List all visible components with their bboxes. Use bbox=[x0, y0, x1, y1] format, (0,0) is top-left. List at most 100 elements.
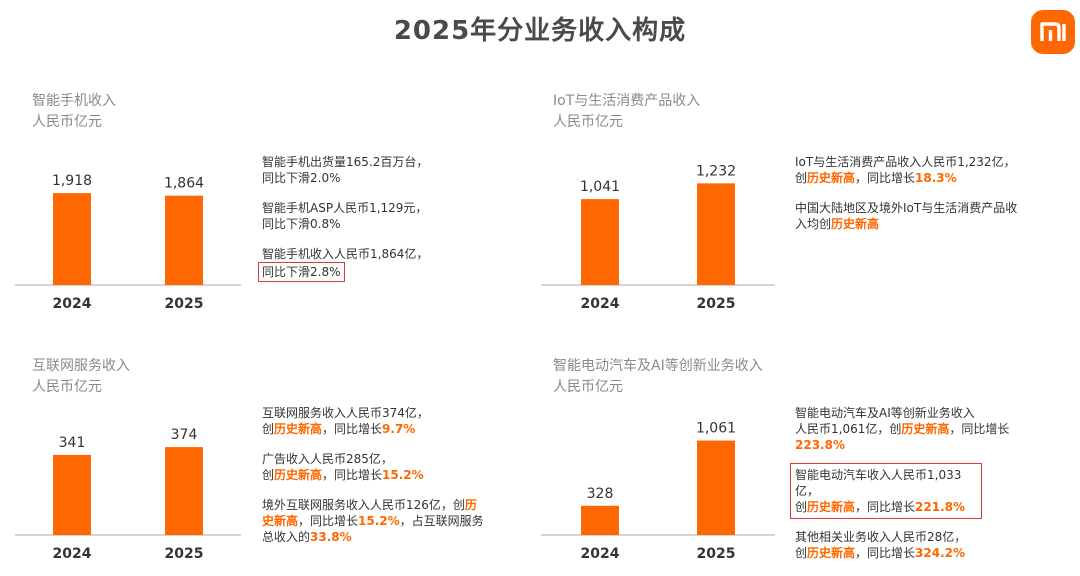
x-tick-label: 2025 bbox=[165, 546, 204, 562]
iot-panel-title: IoT与生活消费产品收入 人民币亿元 bbox=[553, 91, 700, 133]
text: ，同比增长 bbox=[322, 468, 383, 482]
internet-panel-title: 互联网服务收入 人民币亿元 bbox=[32, 356, 130, 398]
bullet-line: 其他相关业务收入人民币28亿， bbox=[795, 530, 967, 544]
data-label: 374 bbox=[171, 427, 198, 443]
data-label: 1,041 bbox=[580, 179, 620, 195]
bullet-line: 同比下滑0.8% bbox=[262, 217, 341, 231]
ev-title: 智能电动汽车及AI等创新业务收入 bbox=[553, 358, 763, 374]
growth-value: 223.8% bbox=[795, 438, 845, 452]
text: 创 bbox=[795, 171, 808, 185]
bar-2024 bbox=[53, 193, 91, 285]
internet-chart: 341 2024 374 2025 bbox=[15, 427, 241, 562]
text: 总收入的 bbox=[262, 530, 311, 544]
page-title: 2025年分业务收入构成 bbox=[393, 16, 687, 46]
bullet-line: 中国大陆地区及境外IoT与生活消费产品收 bbox=[795, 201, 1018, 215]
ev-unit: 人民币亿元 bbox=[553, 379, 623, 395]
data-label: 1,232 bbox=[696, 163, 736, 179]
iot-unit: 人民币亿元 bbox=[553, 114, 623, 130]
growth-value: 9.7% bbox=[382, 422, 416, 436]
record-high-text: 历史新高 bbox=[274, 468, 323, 482]
iot-chart: 1,041 2024 1,232 2025 bbox=[541, 163, 775, 312]
record-high-text: 史新高 bbox=[262, 514, 299, 528]
internet-bullet-revenue: 互联网服务收入人民币374亿， 创历史新高，同比增长9.7% bbox=[262, 405, 532, 437]
bullet-line: 智能手机出货量165.2百万台， bbox=[262, 155, 429, 169]
smartphone-bullet-revenue: 智能手机收入人民币1,864亿， 同比下滑2.8% bbox=[258, 246, 512, 282]
x-tick-label: 2025 bbox=[165, 296, 204, 312]
ev-bullet-ev-highlight-box: 智能电动汽车收入人民币1,033亿， 创历史新高，同比增长221.8% bbox=[790, 463, 982, 519]
iot-bullet-revenue: IoT与生活消费产品收入人民币1,232亿， 创历史新高，同比增长18.3% bbox=[795, 154, 1055, 186]
bar-2024 bbox=[581, 199, 619, 285]
growth-value: 324.2% bbox=[915, 546, 966, 560]
growth-value: 15.2% bbox=[382, 468, 424, 482]
text: 入均创 bbox=[795, 217, 832, 231]
bullet-line: 入均创历史新高 bbox=[795, 216, 1055, 232]
mi-logo-icon bbox=[1031, 10, 1075, 54]
data-label: 328 bbox=[587, 486, 614, 502]
bullet-line: 创历史新高，同比增长15.2% bbox=[262, 467, 532, 483]
internet-bullets: 互联网服务收入人民币374亿， 创历史新高，同比增长9.7% 广告收入人民币28… bbox=[262, 405, 532, 559]
share-value: 33.8% bbox=[310, 530, 352, 544]
bar-2024 bbox=[53, 454, 91, 535]
bullet-line: 创历史新高，同比增长18.3% bbox=[795, 170, 1055, 186]
bullet-line: 人民币1,061亿，创历史新高，同比增长 bbox=[795, 421, 1065, 437]
ev-chart: 328 2024 1,061 2025 bbox=[541, 421, 775, 562]
text: 创 bbox=[795, 500, 808, 514]
bullet-line: 智能手机收入人民币1,864亿， bbox=[262, 247, 429, 261]
bar-2025 bbox=[165, 447, 203, 535]
text: 创 bbox=[262, 422, 275, 436]
text: ，同比增长 bbox=[298, 514, 359, 528]
ev-bullet-other: 其他相关业务收入人民币28亿， 创历史新高，同比增长324.2% bbox=[795, 529, 1065, 561]
record-high-text: 历史新高 bbox=[901, 422, 950, 436]
text: ，同比增长 bbox=[322, 422, 383, 436]
bullet-line: 智能手机ASP人民币1,129元， bbox=[262, 201, 428, 215]
record-high-text: 历史新高 bbox=[831, 217, 880, 231]
growth-value: 221.8% bbox=[915, 500, 966, 514]
smartphone-bullets: 智能手机出货量165.2百万台， 同比下滑2.0% 智能手机ASP人民币1,12… bbox=[258, 154, 512, 296]
bullet-line: 223.8% bbox=[795, 437, 1065, 453]
smartphone-chart: 1,918 2024 1,864 2025 bbox=[15, 173, 241, 312]
record-high-text: 历史新高 bbox=[274, 422, 323, 436]
bullet-line: IoT与生活消费产品收入人民币1,232亿， bbox=[795, 155, 1016, 169]
bullet-line: 智能电动汽车收入人民币1,033亿， bbox=[795, 468, 962, 498]
smartphone-unit: 人民币亿元 bbox=[32, 114, 102, 130]
text: 人民币1,061亿，创 bbox=[795, 422, 902, 436]
smartphone-title: 智能手机收入 bbox=[32, 93, 116, 109]
x-tick-label: 2024 bbox=[53, 546, 92, 562]
bullet-line: 同比下滑2.0% bbox=[262, 171, 341, 185]
bullet-line: 境外互联网服务收入人民币126亿，创历 bbox=[262, 497, 532, 513]
bullet-line: 创历史新高，同比增长9.7% bbox=[262, 421, 532, 437]
iot-title: IoT与生活消费产品收入 bbox=[553, 93, 701, 109]
text: ，同比增长 bbox=[855, 500, 916, 514]
smartphone-bullet-shipments: 智能手机出货量165.2百万台， 同比下滑2.0% bbox=[262, 154, 512, 186]
ev-bullet-innovation: 智能电动汽车及AI等创新业务收入 人民币1,061亿，创历史新高，同比增长 22… bbox=[795, 405, 1065, 453]
record-high-text: 历史新高 bbox=[807, 500, 856, 514]
internet-title: 互联网服务收入 bbox=[32, 358, 130, 374]
data-label: 1,061 bbox=[696, 421, 736, 437]
ev-panel-title: 智能电动汽车及AI等创新业务收入 人民币亿元 bbox=[553, 356, 763, 398]
data-label: 341 bbox=[59, 435, 86, 451]
bullet-line: 广告收入人民币285亿， bbox=[262, 452, 393, 466]
highlight-box: 同比下滑2.8% bbox=[258, 262, 345, 282]
bullet-line: 创历史新高，同比增长221.8% bbox=[795, 499, 975, 515]
data-label: 1,918 bbox=[52, 173, 92, 189]
x-tick-label: 2024 bbox=[581, 296, 620, 312]
internet-bullet-ads: 广告收入人民币285亿， 创历史新高，同比增长15.2% bbox=[262, 451, 532, 483]
bar-2025 bbox=[165, 195, 203, 285]
iot-bullets: IoT与生活消费产品收入人民币1,232亿， 创历史新高，同比增长18.3% 中… bbox=[795, 154, 1055, 246]
bullet-line: 总收入的33.8% bbox=[262, 529, 532, 545]
smartphone-panel-title: 智能手机收入 人民币亿元 bbox=[32, 91, 116, 133]
iot-bullet-regions: 中国大陆地区及境外IoT与生活消费产品收 入均创历史新高 bbox=[795, 200, 1055, 232]
bullet-line: 史新高，同比增长15.2%，占互联网服务 bbox=[262, 513, 532, 529]
bullet-line: 创历史新高，同比增长324.2% bbox=[795, 545, 1065, 561]
record-high-text: 历 bbox=[464, 498, 477, 512]
growth-value: 15.2% bbox=[358, 514, 400, 528]
text: 创 bbox=[795, 546, 808, 560]
bullet-line: 智能电动汽车及AI等创新业务收入 bbox=[795, 406, 975, 420]
internet-bullet-overseas: 境外互联网服务收入人民币126亿，创历 史新高，同比增长15.2%，占互联网服务… bbox=[262, 497, 532, 545]
internet-unit: 人民币亿元 bbox=[32, 379, 102, 395]
bar-2024 bbox=[581, 505, 619, 535]
ev-bullets: 智能电动汽车及AI等创新业务收入 人民币1,061亿，创历史新高，同比增长 22… bbox=[790, 405, 1065, 575]
text: ，同比增长 bbox=[949, 422, 1010, 436]
bullet-line: 互联网服务收入人民币374亿， bbox=[262, 406, 429, 420]
bar-2025 bbox=[697, 183, 735, 285]
